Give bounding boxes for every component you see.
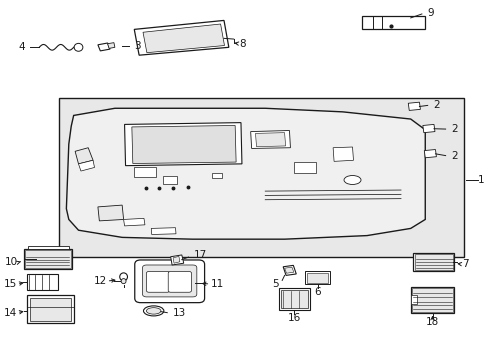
Polygon shape — [98, 43, 110, 51]
Ellipse shape — [143, 306, 163, 316]
Bar — [306, 273, 327, 283]
Polygon shape — [255, 133, 285, 147]
Bar — [26, 295, 74, 323]
Polygon shape — [407, 102, 420, 111]
Text: 1: 1 — [477, 175, 483, 185]
Bar — [280, 290, 308, 309]
FancyBboxPatch shape — [135, 260, 204, 303]
Text: 18: 18 — [425, 317, 438, 327]
Ellipse shape — [121, 279, 126, 284]
Polygon shape — [132, 126, 236, 163]
FancyBboxPatch shape — [142, 265, 197, 297]
Bar — [24, 250, 71, 268]
Bar — [134, 167, 156, 177]
Polygon shape — [123, 219, 144, 226]
Polygon shape — [422, 125, 434, 133]
FancyBboxPatch shape — [146, 271, 169, 292]
Bar — [294, 162, 316, 173]
Ellipse shape — [74, 43, 82, 51]
Polygon shape — [79, 160, 94, 171]
Bar — [27, 246, 69, 249]
Polygon shape — [142, 24, 224, 53]
Ellipse shape — [146, 308, 161, 314]
Polygon shape — [75, 148, 93, 164]
Text: 2: 2 — [450, 124, 457, 134]
Bar — [26, 274, 58, 291]
Text: 16: 16 — [287, 313, 300, 323]
Polygon shape — [250, 131, 290, 148]
Text: 3: 3 — [134, 41, 141, 51]
Text: 8: 8 — [239, 39, 245, 49]
Text: 5: 5 — [272, 279, 278, 289]
Bar — [211, 173, 221, 178]
Polygon shape — [98, 205, 123, 221]
Text: 9: 9 — [427, 8, 433, 18]
Text: 4: 4 — [19, 42, 25, 52]
Bar — [412, 253, 453, 271]
Polygon shape — [170, 255, 183, 265]
Polygon shape — [107, 42, 115, 48]
Ellipse shape — [344, 176, 360, 184]
Bar — [163, 176, 177, 184]
Text: 15: 15 — [3, 279, 17, 289]
Polygon shape — [66, 108, 425, 239]
Polygon shape — [424, 149, 435, 158]
Bar — [411, 288, 452, 312]
Text: 13: 13 — [173, 309, 186, 318]
Polygon shape — [124, 123, 242, 166]
Bar — [305, 271, 329, 284]
Text: 7: 7 — [462, 259, 468, 269]
Bar — [410, 287, 453, 313]
Polygon shape — [332, 147, 353, 161]
Bar — [59, 98, 463, 257]
Text: 12: 12 — [93, 276, 106, 286]
Bar — [278, 288, 310, 310]
Bar — [30, 298, 71, 320]
Polygon shape — [284, 267, 293, 273]
Text: 17: 17 — [194, 250, 207, 260]
Polygon shape — [283, 265, 296, 275]
Text: 14: 14 — [3, 308, 17, 318]
Bar — [414, 254, 452, 270]
Polygon shape — [151, 228, 176, 234]
Polygon shape — [173, 256, 180, 263]
Text: 2: 2 — [433, 100, 439, 111]
Ellipse shape — [120, 273, 127, 281]
FancyBboxPatch shape — [168, 271, 191, 292]
Polygon shape — [134, 21, 228, 55]
Text: 11: 11 — [210, 279, 223, 289]
Bar — [410, 295, 416, 304]
Bar — [23, 249, 72, 269]
Bar — [362, 16, 425, 30]
Text: 10: 10 — [5, 257, 18, 267]
Text: 6: 6 — [314, 287, 320, 297]
Text: 2: 2 — [450, 150, 457, 161]
